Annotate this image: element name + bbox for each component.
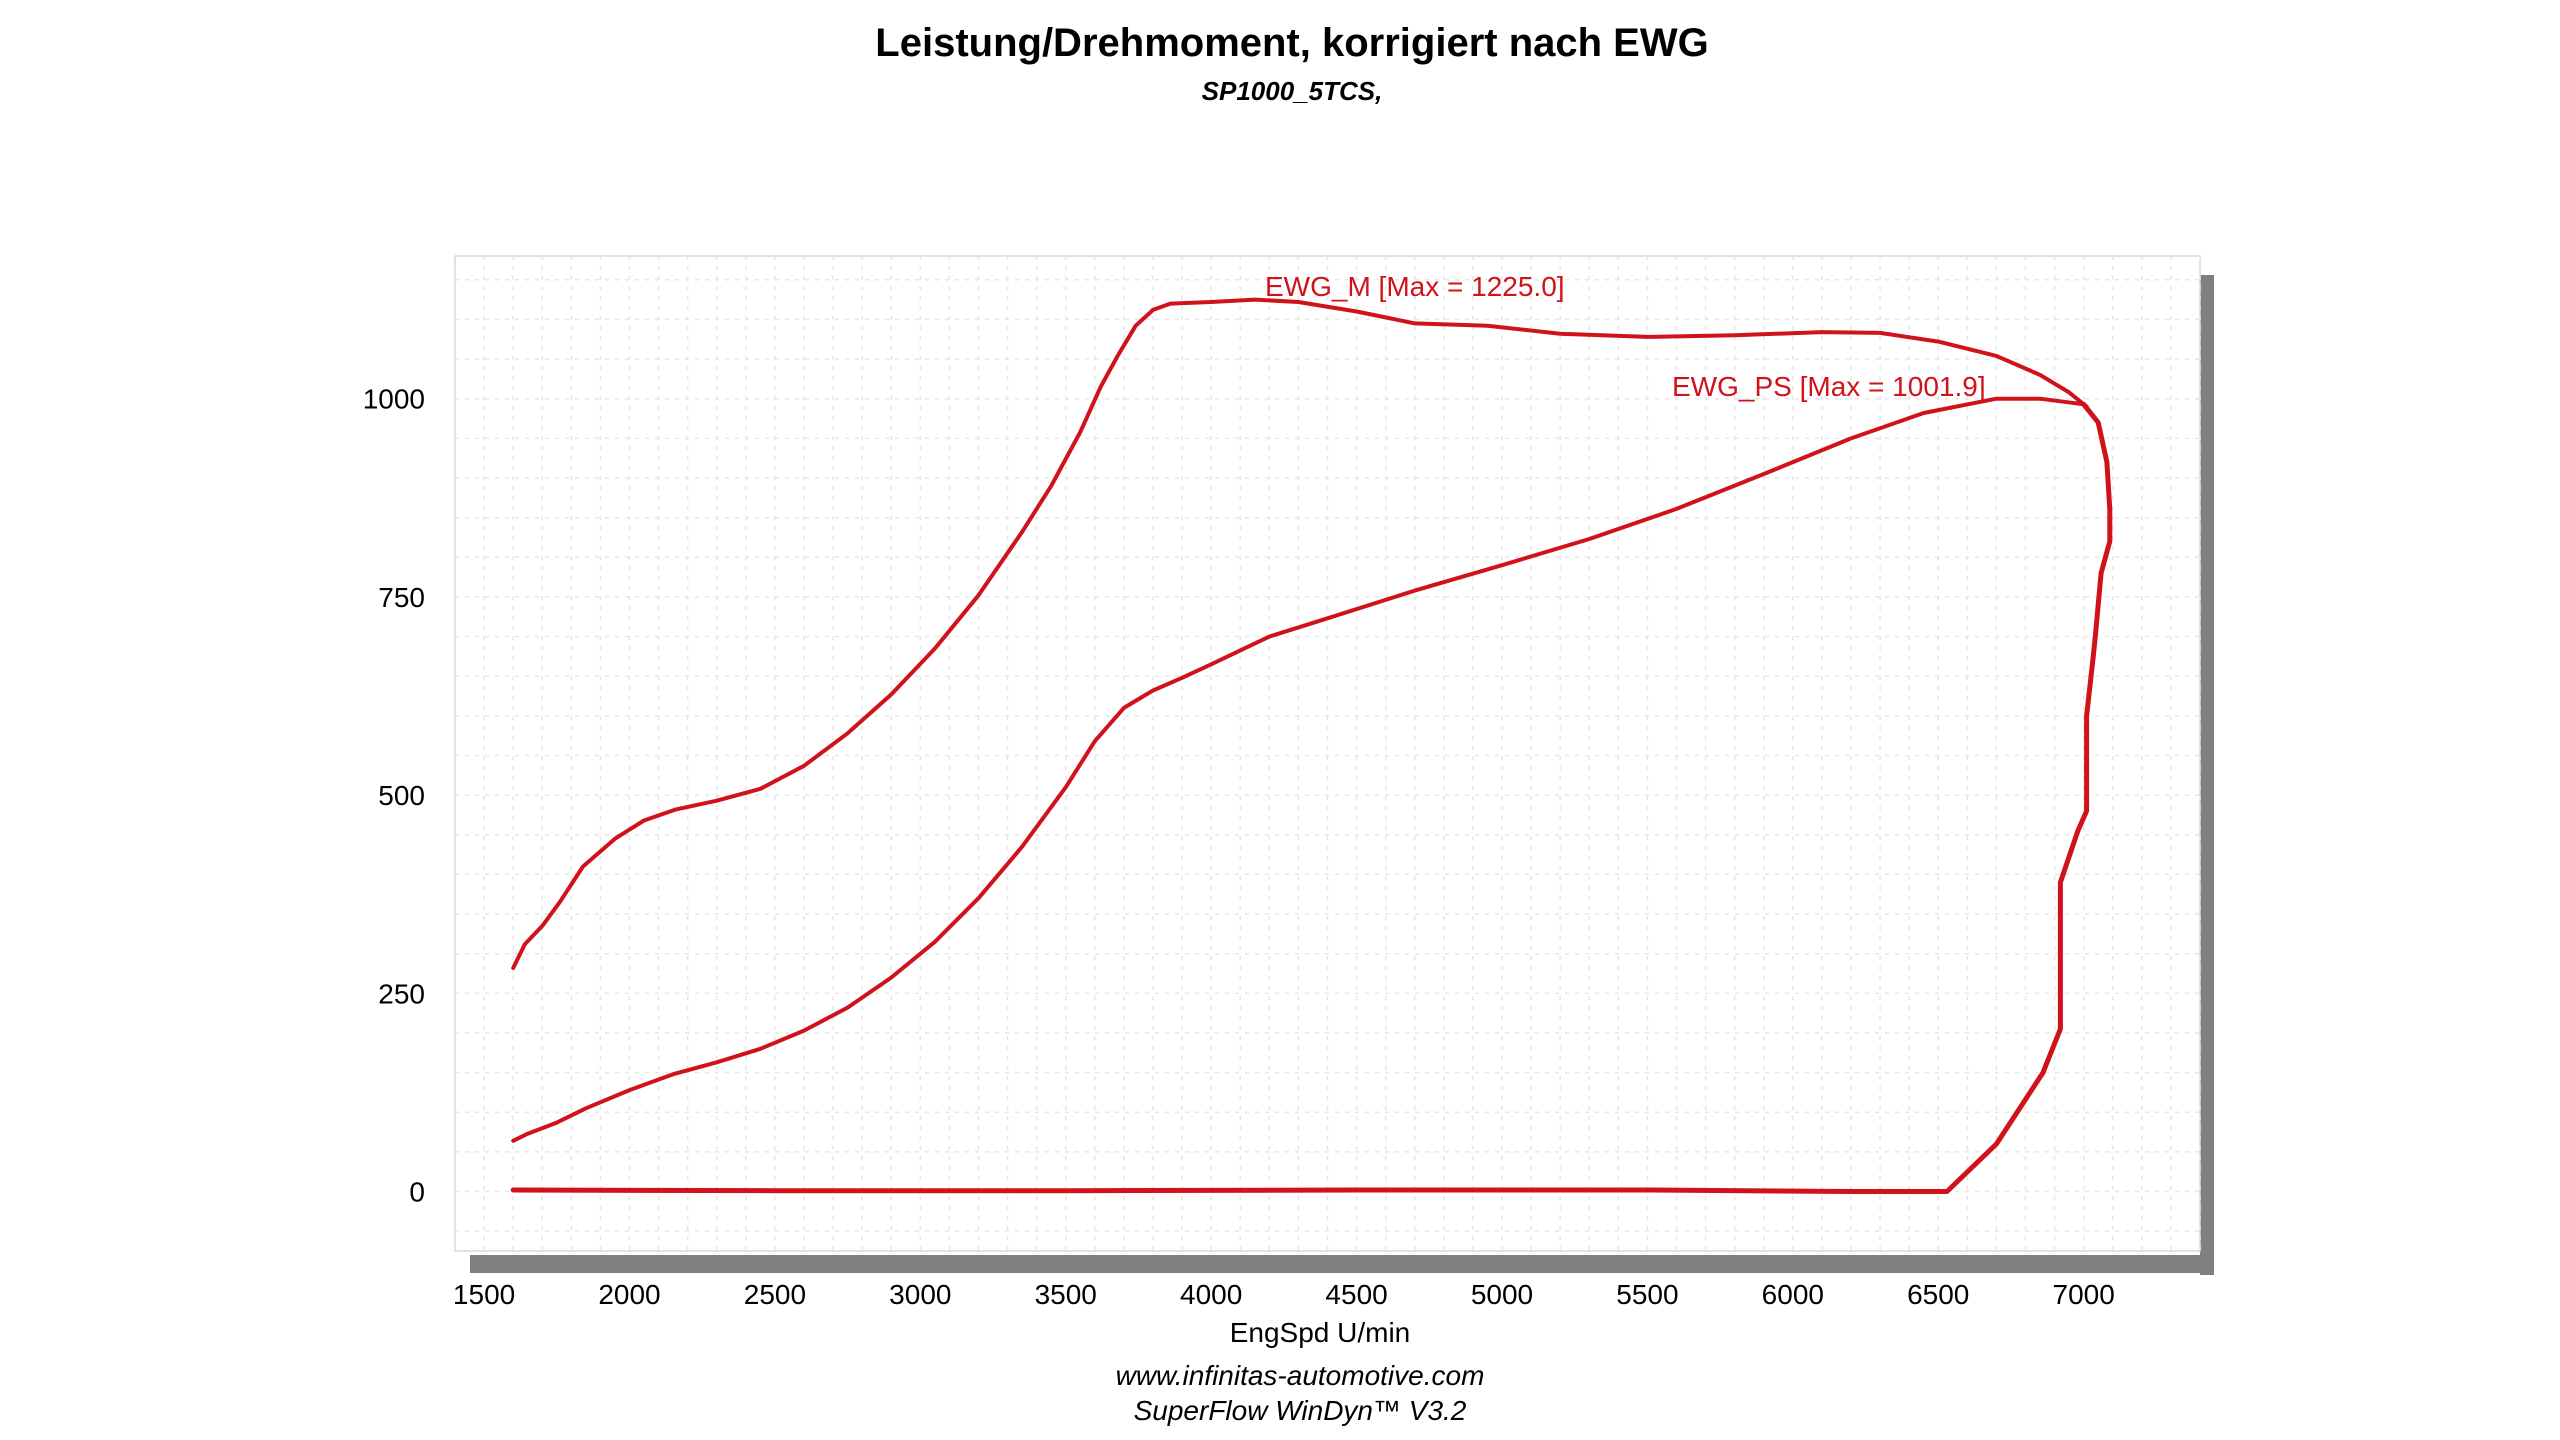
x-tick-label: 2500 xyxy=(744,1279,806,1310)
x-tick-label: 6500 xyxy=(1907,1279,1969,1310)
series-group xyxy=(510,297,2113,1194)
y-tick-label: 500 xyxy=(378,780,425,811)
x-tick-label: 2000 xyxy=(598,1279,660,1310)
x-tick-label: 4000 xyxy=(1180,1279,1242,1310)
y-tick-label: 1000 xyxy=(363,384,425,415)
y-tick-label: 0 xyxy=(409,1177,425,1208)
x-tick-label: 6000 xyxy=(1762,1279,1824,1310)
plot-area xyxy=(454,255,2201,1252)
x-tick-label: 4500 xyxy=(1325,1279,1387,1310)
footer-software: SuperFlow WinDyn™ V3.2 xyxy=(1134,1395,1467,1426)
chart-subtitle: SP1000_5TCS, xyxy=(1202,76,1383,106)
series-line-ewg-ps xyxy=(511,396,2086,1143)
y-tick-label: 250 xyxy=(378,978,425,1009)
plot-shadow-bottom xyxy=(470,1255,2214,1273)
y-tick-label: 750 xyxy=(378,582,425,613)
x-tick-label: 3500 xyxy=(1035,1279,1097,1310)
axis-ticks: 1500 2000 2500 3000 3500 4000 4500 5000 5500 6000… xyxy=(363,384,2115,1310)
footer-website: www.infinitas-automotive.com xyxy=(1116,1360,1485,1391)
chart-title: Leistung/Drehmoment, korrigiert nach EWG xyxy=(875,21,1708,65)
series-label-ewg-ps: EWG_PS [Max = 1001.9] xyxy=(1672,371,1986,402)
series-line-return xyxy=(510,401,2113,1194)
x-tick-label: 5000 xyxy=(1471,1279,1533,1310)
grid xyxy=(455,256,2201,1251)
x-tick-label: 1500 xyxy=(453,1279,515,1310)
x-tick-label: 3000 xyxy=(889,1279,951,1310)
plot-shadow-right xyxy=(2200,275,2214,1275)
x-tick-label: 5500 xyxy=(1616,1279,1678,1310)
series-label-ewg-m: EWG_M [Max = 1225.0] xyxy=(1265,271,1565,302)
series-line-ewg-m xyxy=(511,297,2089,970)
x-tick-label: 7000 xyxy=(2053,1279,2115,1310)
x-axis-label: EngSpd U/min xyxy=(1230,1317,1411,1348)
